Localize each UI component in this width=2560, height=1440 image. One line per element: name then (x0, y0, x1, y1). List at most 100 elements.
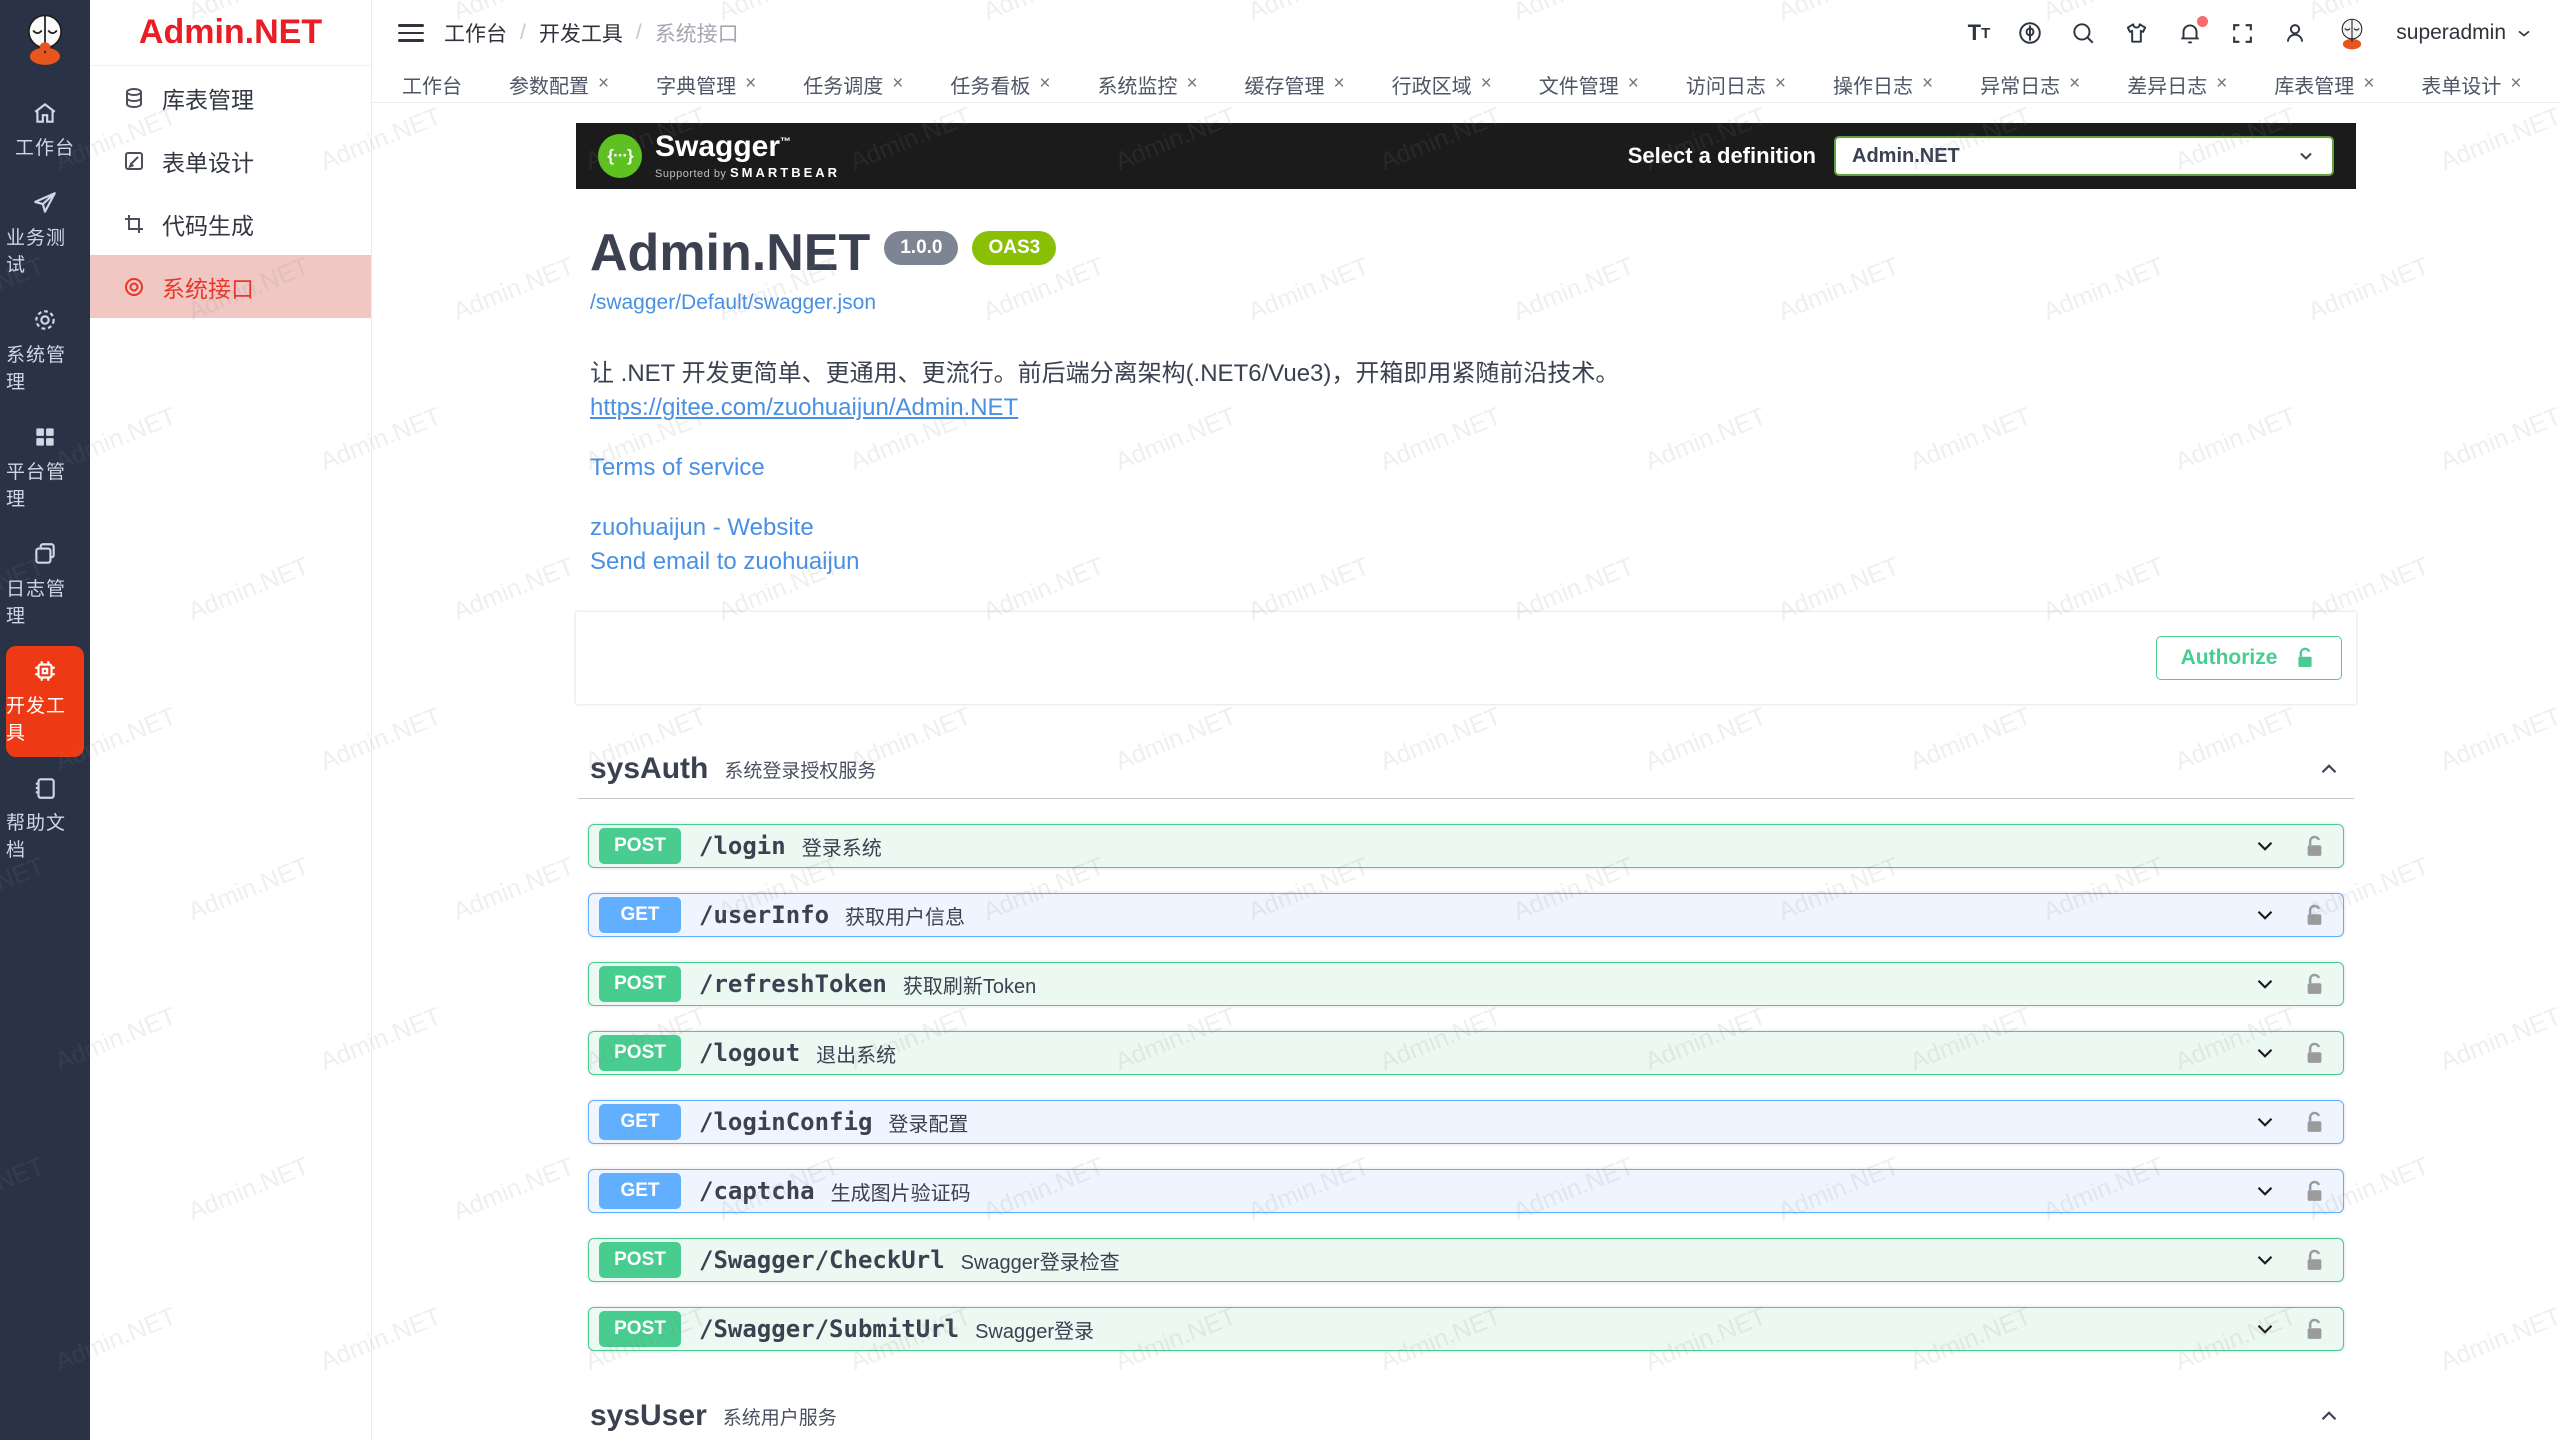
close-icon[interactable]: × (2069, 73, 2081, 94)
rail-item-workbench[interactable]: 工作台 (6, 88, 84, 172)
api-target-icon (125, 277, 143, 296)
tab-exception-log[interactable]: 异常日志 × (1980, 73, 2081, 98)
unlocked-icon[interactable] (2302, 972, 2327, 997)
swagger-brand-name: Swagger (655, 130, 781, 163)
tab-param-config[interactable]: 参数配置 × (509, 73, 610, 98)
sidebar-item-table-mgmt[interactable]: 库表管理 (90, 66, 371, 129)
supported-by-label: Supported by (655, 168, 727, 180)
close-icon[interactable]: × (745, 73, 757, 94)
close-icon[interactable]: × (1627, 73, 1639, 94)
tab-visit-log[interactable]: 访问日志 × (1685, 73, 1786, 98)
rail-item-help-docs[interactable]: 帮助文档 (6, 763, 84, 874)
layout-config-icon[interactable] (2017, 20, 2043, 46)
chevron-down-icon[interactable] (2252, 1178, 2278, 1204)
rail-item-log-mgmt[interactable]: 日志管理 (6, 529, 84, 640)
database-icon (126, 87, 142, 108)
tab-dict-mgmt[interactable]: 字典管理 × (656, 73, 757, 98)
search-icon[interactable] (2070, 20, 2096, 46)
avatar[interactable] (2335, 16, 2369, 50)
api-operation-row[interactable]: GET /userInfo 获取用户信息 (588, 893, 2344, 937)
tab-admin-region[interactable]: 行政区域 × (1391, 73, 1492, 98)
tab-op-log[interactable]: 操作日志 × (1832, 73, 1934, 98)
close-icon[interactable]: × (1774, 73, 1786, 94)
endpoint-path: /loginConfig (699, 1108, 873, 1136)
unlocked-icon[interactable] (2302, 834, 2327, 859)
chevron-down-icon[interactable] (2252, 1247, 2278, 1273)
sidebar-item-sys-api[interactable]: 系统接口 (90, 255, 371, 318)
section-description: 系统用户服务 (722, 1407, 837, 1429)
close-icon[interactable]: × (598, 73, 610, 94)
fullscreen-icon[interactable] (2230, 21, 2255, 46)
api-operation-row[interactable]: GET /captcha 生成图片验证码 (588, 1169, 2344, 1213)
sidebar-item-code-gen[interactable]: 代码生成 (90, 192, 371, 255)
oas-badge: OAS3 (972, 231, 1057, 265)
section-header[interactable]: sysAuth 系统登录授权服务 (578, 740, 2354, 799)
close-icon[interactable]: × (1186, 73, 1198, 94)
chevron-up-icon[interactable] (2316, 1403, 2342, 1429)
unlocked-icon[interactable] (2302, 903, 2327, 928)
unlocked-icon[interactable] (2302, 1041, 2327, 1066)
chevron-down-icon[interactable] (2252, 1040, 2278, 1066)
repo-link[interactable]: https://gitee.com/zuohuaijun/Admin.NET (590, 394, 1019, 421)
user-icon[interactable] (2282, 20, 2308, 46)
rail-item-biz-test[interactable]: 业务测试 (6, 178, 84, 289)
chevron-down-icon (2300, 152, 2312, 160)
website-link[interactable]: zuohuaijun - Website (590, 514, 814, 541)
section-header[interactable]: sysUser 系统用户服务 (578, 1387, 2354, 1440)
close-icon[interactable]: × (892, 73, 904, 94)
theme-skin-icon[interactable] (2123, 20, 2150, 46)
brand-logo-text[interactable]: Admin.NET (90, 0, 371, 66)
api-operation-row[interactable]: POST /login 登录系统 (588, 824, 2344, 868)
tab-task-schedule[interactable]: 任务调度 × (803, 73, 904, 98)
api-operation-row[interactable]: POST /logout 退出系统 (588, 1031, 2344, 1075)
collapse-menu-icon[interactable] (398, 24, 424, 42)
cpu-chip-icon (35, 661, 55, 681)
tab-cache-mgmt[interactable]: 缓存管理 × (1244, 73, 1345, 98)
home-icon (34, 102, 56, 123)
api-operation-row[interactable]: POST /Swagger/SubmitUrl Swagger登录 (588, 1307, 2344, 1351)
chevron-down-icon[interactable] (2252, 1109, 2278, 1135)
unlocked-icon[interactable] (2302, 1248, 2327, 1273)
tab-diff-log[interactable]: 差异日志 × (2127, 73, 2228, 98)
close-icon[interactable]: × (1480, 73, 1492, 94)
rail-item-sys-mgmt[interactable]: 系统管理 (6, 295, 84, 406)
unlocked-icon[interactable] (2302, 1110, 2327, 1135)
definition-select[interactable]: Admin.NET (1834, 136, 2334, 176)
chevron-down-icon[interactable] (2252, 833, 2278, 859)
notification-bell-icon[interactable] (2177, 16, 2209, 46)
user-menu[interactable]: superadmin (2396, 21, 2534, 45)
close-icon[interactable]: × (2510, 73, 2522, 94)
close-icon[interactable]: × (1921, 73, 1934, 94)
tab-sys-monitor[interactable]: 系统监控 × (1097, 73, 1198, 98)
breadcrumb-item[interactable]: 开发工具 (538, 23, 623, 46)
api-operation-row[interactable]: POST /Swagger/CheckUrl Swagger登录检查 (588, 1238, 2344, 1282)
tab-file-mgmt[interactable]: 文件管理 × (1538, 73, 1639, 98)
unlocked-icon[interactable] (2302, 1179, 2327, 1204)
chevron-down-icon[interactable] (2252, 902, 2278, 928)
tab-form-design[interactable]: 表单设计 × (2421, 73, 2522, 98)
close-icon[interactable]: × (1039, 73, 1051, 94)
chevron-down-icon[interactable] (2252, 1316, 2278, 1342)
tab-table-mgmt[interactable]: 库表管理 × (2274, 73, 2375, 98)
rail-item-dev-tools[interactable]: 开发工具 (6, 646, 84, 757)
spec-json-link[interactable]: /swagger/Default/swagger.json (590, 291, 876, 314)
api-operation-row[interactable]: POST /refreshToken 获取刷新Token (588, 962, 2344, 1006)
chevron-down-icon[interactable] (2252, 971, 2278, 997)
rail-item-platform-mgmt[interactable]: 平台管理 (6, 412, 84, 523)
close-icon[interactable]: × (2216, 73, 2228, 94)
email-link[interactable]: Send email to zuohuaijun (590, 548, 860, 575)
swagger-brand: {···} Swagger™ Supported by SMARTBEAR (598, 132, 840, 180)
app-logo-mascot[interactable] (19, 10, 71, 71)
terms-of-service-link[interactable]: Terms of service (590, 454, 765, 481)
authorize-button[interactable]: Authorize (2156, 636, 2342, 680)
breadcrumb-item[interactable]: 工作台 (444, 23, 507, 46)
tab-task-board[interactable]: 任务看板 × (950, 73, 1051, 98)
close-icon[interactable]: × (1333, 73, 1345, 94)
tab-workbench[interactable]: 工作台 (402, 75, 462, 98)
close-icon[interactable]: × (2363, 73, 2375, 94)
unlocked-icon[interactable] (2302, 1317, 2327, 1342)
chevron-up-icon[interactable] (2316, 756, 2342, 782)
sidebar-item-form-design[interactable]: 表单设计 (90, 129, 371, 192)
api-operation-row[interactable]: GET /loginConfig 登录配置 (588, 1100, 2344, 1144)
